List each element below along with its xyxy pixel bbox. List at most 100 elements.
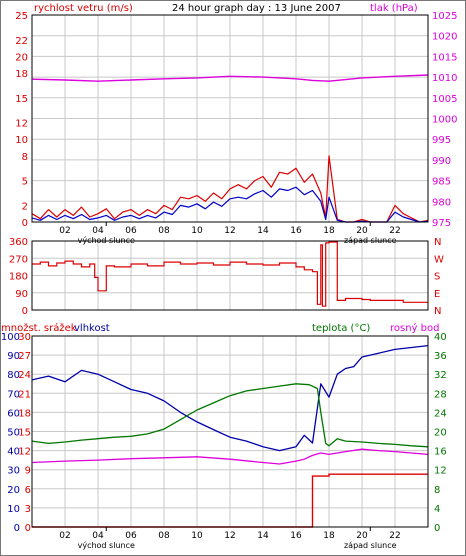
pressure-ytick-label: 975 bbox=[432, 218, 451, 229]
humidity-ytick-label: 50 bbox=[7, 428, 20, 439]
rain-ytick-label: 27 bbox=[18, 351, 31, 362]
rain-ytick-label: 3 bbox=[25, 504, 31, 515]
temperature-ytick-label: 16 bbox=[434, 447, 447, 458]
humidity-ytick-label: 90 bbox=[7, 351, 20, 362]
pressure-ytick-label: 985 bbox=[432, 177, 451, 188]
rain-amount-label: množst. srážek bbox=[1, 322, 77, 334]
direction-ytick-label: 90 bbox=[15, 289, 28, 300]
compass-tick-label: S bbox=[434, 272, 440, 283]
pressure-ytick-label: 1000 bbox=[432, 115, 457, 126]
humidity-ytick-label: 0 bbox=[14, 523, 20, 534]
wind-speed-line bbox=[31, 155, 429, 223]
dewpoint-line bbox=[31, 448, 429, 465]
wind-ytick-label: 22 bbox=[15, 36, 28, 47]
wind-chart-xtick-label: 22 bbox=[389, 226, 400, 236]
compass-tick-label: W bbox=[434, 254, 444, 265]
wind-avg-line bbox=[31, 186, 429, 223]
rain-ytick-label: 30 bbox=[18, 332, 31, 343]
dewpoint-label: rosný bod bbox=[390, 322, 439, 334]
humidity-ytick-label: 80 bbox=[7, 370, 20, 381]
temperature-line bbox=[31, 383, 429, 448]
wind-ytick-label: 25 bbox=[15, 11, 28, 22]
humidity-chart-xtick-label: 18 bbox=[323, 531, 335, 541]
pressure-label: tlak (hPa) bbox=[370, 3, 418, 14]
wind-chart-xtick-label: 16 bbox=[290, 226, 302, 236]
temperature-ytick-label: 0 bbox=[434, 523, 440, 534]
temperature-ytick-label: 20 bbox=[434, 428, 447, 439]
rain-ytick-label: 6 bbox=[25, 485, 31, 496]
humidity-chart-xtick-label: 02 bbox=[59, 531, 70, 541]
rain-ytick-label: 24 bbox=[18, 370, 31, 381]
humidity-ytick-label: 60 bbox=[7, 408, 20, 419]
pressure-ytick-label: 990 bbox=[432, 156, 451, 167]
temperature-ytick-label: 8 bbox=[434, 485, 440, 496]
temperature-ytick-label: 36 bbox=[434, 351, 447, 362]
humidity-chart-xtick-label: 22 bbox=[389, 531, 400, 541]
wind-chart-xtick-label: 04 bbox=[92, 226, 104, 236]
humidity-chart-xtick-label: 12 bbox=[224, 531, 235, 541]
wind-chart-xtick-label: 02 bbox=[59, 226, 70, 236]
wind-chart-xtick-label: 18 bbox=[323, 226, 335, 236]
wind-ytick-label: 2 bbox=[22, 201, 28, 212]
temperature-ytick-label: 28 bbox=[434, 389, 447, 400]
wind-ytick-label: 5 bbox=[22, 177, 28, 188]
wind-ytick-label: 18 bbox=[15, 69, 28, 80]
wind-chart-xtick-label: 14 bbox=[257, 226, 269, 236]
direction-ytick-label: 0 bbox=[22, 306, 28, 317]
wind-chart-border bbox=[31, 14, 429, 223]
temperature-label: teplota (°C) bbox=[312, 323, 370, 334]
wind-ytick-label: 10 bbox=[15, 135, 28, 146]
humidity-chart-xtick-label: 06 bbox=[125, 531, 137, 541]
pressure-ytick-label: 995 bbox=[432, 135, 451, 146]
direction-ytick-label: 360 bbox=[9, 237, 28, 248]
humidity-chart-xtick-label: 08 bbox=[158, 531, 170, 541]
humidity-ytick-label: 10 bbox=[7, 504, 20, 515]
wind-chart-xtick-label: 06 bbox=[125, 226, 137, 236]
chart-title: 24 hour graph day : 13 June 2007 bbox=[172, 3, 341, 14]
wind-speed-label: rychlost vetru (m/s) bbox=[34, 3, 133, 14]
direction-ytick-label: 270 bbox=[9, 254, 28, 265]
humidity-chart-xtick-label: 04 bbox=[92, 531, 104, 541]
rain-ytick-label: 0 bbox=[25, 523, 31, 534]
sunrise-label-bottom: východ slunce bbox=[78, 541, 135, 550]
rain-ytick-label: 12 bbox=[18, 447, 31, 458]
humidity-ytick-label: 40 bbox=[7, 447, 20, 458]
pressure-line bbox=[31, 74, 429, 82]
humidity-ytick-label: 30 bbox=[7, 466, 20, 477]
direction-chart-border bbox=[31, 240, 429, 311]
pressure-ytick-label: 1005 bbox=[432, 94, 457, 105]
humidity-ytick-label: 70 bbox=[7, 389, 20, 400]
humidity-ytick-label: 20 bbox=[7, 485, 20, 496]
humidity-chart-xtick-label: 16 bbox=[290, 531, 302, 541]
compass-tick-label: N bbox=[434, 237, 441, 248]
pressure-ytick-label: 980 bbox=[432, 197, 451, 208]
pressure-ytick-label: 1015 bbox=[432, 52, 457, 63]
temperature-ytick-label: 24 bbox=[434, 408, 447, 419]
humidity-label: vlhkost bbox=[74, 323, 110, 334]
sunset-label-bottom: západ slunce bbox=[344, 541, 397, 550]
rain-ytick-label: 15 bbox=[18, 428, 31, 439]
wind-ytick-label: 12 bbox=[15, 119, 28, 130]
pressure-ytick-label: 1025 bbox=[432, 11, 457, 22]
wind-chart-xtick-label: 08 bbox=[158, 226, 170, 236]
wind-chart-xtick-label: 12 bbox=[224, 226, 235, 236]
rain-ytick-label: 21 bbox=[18, 389, 31, 400]
humidity-chart-border bbox=[31, 335, 429, 528]
temperature-ytick-label: 40 bbox=[434, 332, 447, 343]
compass-tick-label: N bbox=[434, 306, 441, 317]
humidity-ytick-label: 100 bbox=[1, 332, 20, 343]
humidity-chart-xtick-label: 14 bbox=[257, 531, 269, 541]
direction-ytick-label: 180 bbox=[9, 272, 28, 283]
wind-ytick-label: 15 bbox=[15, 94, 28, 105]
wind-direction-line bbox=[32, 241, 428, 307]
wind-ytick-label: 20 bbox=[15, 52, 28, 63]
wind-chart-xtick-label: 10 bbox=[191, 226, 203, 236]
temperature-ytick-label: 32 bbox=[434, 370, 447, 381]
humidity-chart-xtick-label: 10 bbox=[191, 531, 203, 541]
humidity-chart-xtick-label: 20 bbox=[356, 531, 368, 541]
wind-ytick-label: 8 bbox=[22, 152, 28, 163]
temperature-ytick-label: 12 bbox=[434, 466, 447, 477]
compass-tick-label: E bbox=[434, 289, 440, 300]
pressure-ytick-label: 1010 bbox=[432, 73, 457, 84]
